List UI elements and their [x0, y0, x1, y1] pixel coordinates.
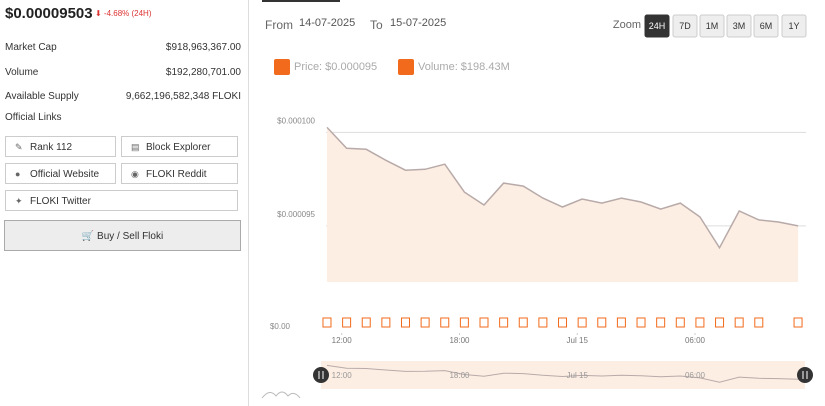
zoom-text: 7D	[679, 21, 691, 31]
volume-bar	[361, 317, 371, 328]
volume-bar	[400, 317, 410, 328]
zoom-text: 24H	[649, 21, 666, 31]
x-tick-label: Jul 15	[567, 336, 589, 345]
handle-grip	[318, 371, 324, 379]
volume-bar	[558, 317, 568, 328]
link-button[interactable]: ● Official Website	[5, 163, 116, 184]
link-text: Rank 112	[30, 142, 73, 153]
y-tick-label: $0.000095	[277, 210, 315, 219]
volume-bar	[381, 317, 391, 328]
zoom-button[interactable]	[726, 14, 752, 38]
navigator-tick-label: 18:00	[449, 371, 470, 380]
volume-bar	[479, 317, 489, 328]
volume-bar	[656, 317, 666, 328]
buy-text: Buy / Sell Floki	[97, 231, 164, 242]
navigator-handle[interactable]	[797, 367, 813, 383]
link-text: FLOKI Reddit	[146, 169, 207, 180]
handle-grip	[802, 371, 808, 379]
stat-label: Available Supply	[5, 91, 79, 102]
price-area	[326, 127, 799, 283]
to-date[interactable]: 15-07-2025	[390, 17, 446, 29]
navigator-handle[interactable]	[313, 367, 329, 383]
navigator-band	[321, 361, 805, 389]
volume-bar	[518, 317, 528, 328]
navigator-line	[326, 364, 799, 383]
link-button[interactable]: ✦ FLOKI Twitter	[5, 190, 238, 211]
zoom-text: 1Y	[788, 21, 799, 31]
legend-text: Price: $0.000095	[294, 61, 377, 73]
volume-bar	[616, 317, 626, 328]
buy-button[interactable]: 🛒 Buy / Sell Floki	[4, 220, 241, 251]
stat-value: 9,662,196,582,348 FLOKI	[125, 91, 241, 102]
to-label: To	[370, 18, 383, 32]
price: $0.00009503	[5, 5, 93, 22]
volume-bar	[440, 317, 450, 328]
x-tick-label: 12:00	[332, 336, 353, 345]
volume-bar	[715, 317, 725, 328]
from-label: From	[265, 18, 293, 32]
links-title: Official Links	[5, 112, 62, 123]
volume-bar	[342, 317, 352, 328]
volume-bar	[459, 317, 469, 328]
volume-bar	[636, 317, 646, 328]
volume-bar	[754, 317, 764, 328]
x-tick-label: 06:00	[685, 336, 706, 345]
stat-label: Market Cap	[5, 42, 57, 53]
volume-bar	[734, 317, 744, 328]
volume-bar	[577, 317, 587, 328]
zoom-button[interactable]	[672, 14, 698, 38]
volume-bar	[420, 317, 430, 328]
legend-swatch[interactable]	[274, 59, 290, 75]
sidebar: $0.00009503 ⬇ -4.68% (24H) Market Cap $9…	[0, 0, 249, 406]
zoom-text: 1M	[706, 21, 719, 31]
link-button[interactable]: ✎ Rank 112	[5, 136, 116, 157]
stat-value: $192,280,701.00	[165, 67, 241, 78]
legend-text: Volume: $198.43M	[418, 61, 510, 73]
volume-bar	[675, 317, 685, 328]
zoom-button[interactable]	[781, 14, 807, 38]
zoom-text: 6M	[760, 21, 773, 31]
stat-value: $918,963,367.00	[165, 42, 241, 53]
volume-bar	[538, 317, 548, 328]
zoom-button[interactable]	[699, 14, 725, 38]
navigator-tick-label: 12:00	[332, 371, 353, 380]
tab-indicator	[262, 0, 340, 2]
price-change: ⬇ -4.68% (24H)	[95, 9, 152, 18]
zoom-button[interactable]	[753, 14, 779, 38]
stat-label: Volume	[5, 67, 39, 78]
link-text: Block Explorer	[146, 142, 211, 153]
volume-bar	[322, 317, 332, 328]
link-text: Official Website	[30, 169, 100, 180]
link-text: FLOKI Twitter	[30, 196, 91, 207]
x-tick-label: 18:00	[449, 336, 470, 345]
navigator-tick-label: 06:00	[685, 371, 706, 380]
zoom-text: 3M	[733, 21, 746, 31]
volume-bar	[597, 317, 607, 328]
volume-bar	[695, 317, 705, 328]
y2-tick-label: $0.00	[270, 322, 291, 331]
volume-bar	[499, 317, 509, 328]
mini-icon	[261, 391, 301, 399]
legend-swatch[interactable]	[398, 59, 414, 75]
link-button[interactable]: ▤ Block Explorer	[121, 136, 238, 157]
zoom-button[interactable]	[644, 14, 670, 38]
y-tick-label: $0.000100	[277, 117, 315, 126]
price-line	[326, 126, 799, 250]
link-button[interactable]: ◉ FLOKI Reddit	[121, 163, 238, 184]
from-date[interactable]: 14-07-2025	[299, 17, 355, 29]
navigator-tick-label: Jul 15	[567, 371, 589, 380]
volume-bar	[793, 317, 803, 328]
zoom-label: Zoom	[613, 19, 641, 31]
